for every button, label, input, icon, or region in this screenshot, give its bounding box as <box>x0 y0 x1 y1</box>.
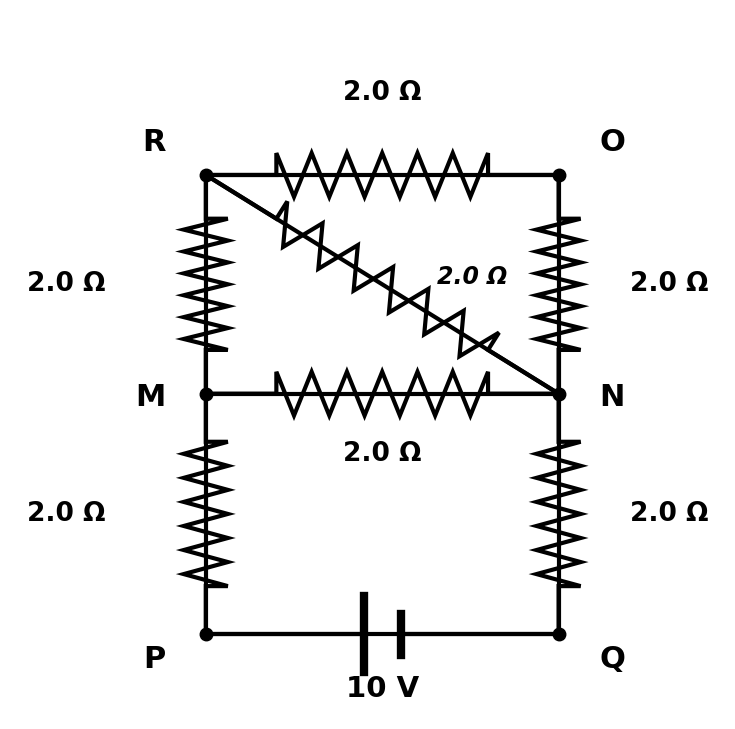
Text: 2.0 Ω: 2.0 Ω <box>630 271 708 297</box>
Text: N: N <box>599 383 625 412</box>
Text: Q: Q <box>599 645 625 674</box>
Text: 2.0 Ω: 2.0 Ω <box>630 501 708 527</box>
Text: M: M <box>135 383 165 412</box>
Text: 2.0 Ω: 2.0 Ω <box>27 501 105 527</box>
Text: R: R <box>142 128 165 157</box>
Text: 10 V: 10 V <box>345 675 419 703</box>
Text: 2.0 Ω: 2.0 Ω <box>343 79 421 106</box>
Text: 2.0 Ω: 2.0 Ω <box>27 271 105 297</box>
Text: P: P <box>143 645 165 674</box>
Text: 2.0 Ω: 2.0 Ω <box>437 265 508 289</box>
Text: O: O <box>599 128 625 157</box>
Text: 2.0 Ω: 2.0 Ω <box>343 441 421 467</box>
